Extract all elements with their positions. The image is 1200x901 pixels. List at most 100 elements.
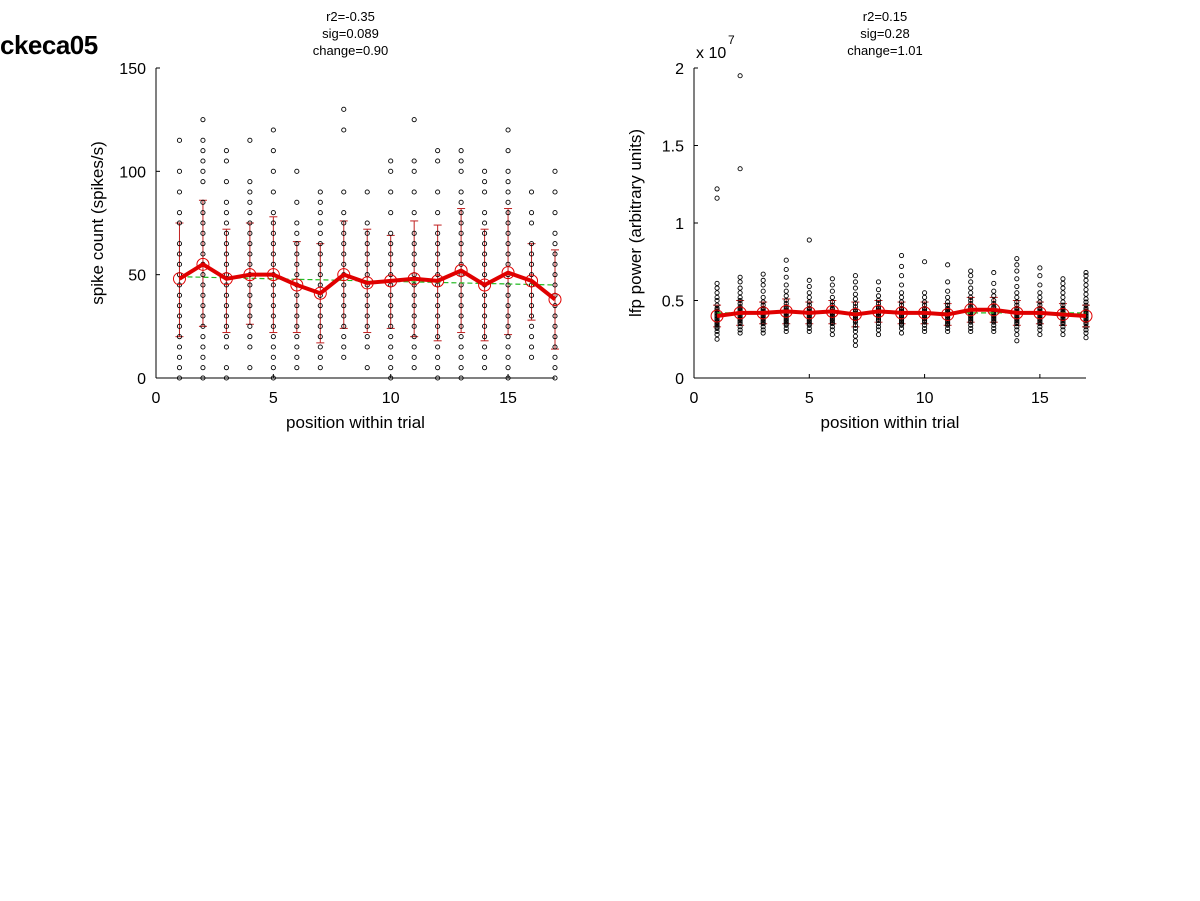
data-point	[223, 199, 229, 205]
x-tick-label: 5	[805, 390, 814, 407]
data-point	[783, 288, 789, 294]
data-point	[1060, 280, 1066, 287]
data-point	[482, 323, 488, 329]
data-point	[388, 241, 394, 247]
data-point	[317, 261, 323, 267]
data-point	[737, 330, 743, 336]
data-point	[898, 330, 905, 336]
data-point	[247, 210, 253, 216]
data-point	[482, 292, 488, 298]
data-point	[505, 241, 511, 247]
data-point	[852, 325, 858, 331]
data-point	[783, 282, 789, 288]
mean-marker	[431, 274, 445, 288]
data-point	[200, 303, 206, 309]
data-point	[270, 220, 276, 226]
data-point	[411, 261, 417, 267]
data-point	[435, 334, 441, 340]
data-point	[200, 292, 206, 298]
data-point	[341, 106, 347, 112]
data-point	[852, 328, 858, 335]
data-point	[552, 210, 558, 216]
data-point	[317, 334, 323, 340]
mean-marker	[1010, 306, 1024, 320]
data-point	[270, 313, 276, 319]
data-point	[898, 290, 905, 296]
data-point	[760, 288, 766, 294]
data-point	[411, 334, 417, 340]
mean-marker	[337, 268, 351, 282]
data-point	[223, 344, 229, 350]
data-point	[991, 301, 997, 307]
data-point	[737, 285, 743, 291]
data-point	[1014, 276, 1020, 282]
data-point	[783, 293, 789, 299]
data-point	[852, 307, 858, 313]
data-point	[270, 292, 276, 298]
mean-marker	[243, 268, 257, 282]
mean-marker	[779, 304, 793, 318]
data-point	[528, 261, 535, 267]
data-point	[247, 261, 253, 267]
data-point	[1060, 285, 1066, 291]
data-point	[875, 327, 882, 333]
data-point	[1083, 291, 1089, 297]
data-point	[458, 241, 464, 247]
mean-marker	[360, 276, 374, 290]
data-point	[435, 354, 441, 360]
data-point	[270, 168, 276, 174]
data-point	[552, 354, 558, 360]
data-point	[737, 297, 743, 304]
data-point	[176, 137, 183, 143]
x-tick-label: 0	[152, 390, 161, 407]
data-point	[411, 354, 417, 360]
data-point	[411, 292, 417, 298]
data-point	[1083, 282, 1089, 288]
data-point	[1083, 302, 1089, 308]
data-point	[435, 323, 441, 329]
data-point	[482, 179, 488, 185]
data-point	[829, 302, 835, 308]
data-point	[991, 325, 997, 331]
data-point	[294, 199, 300, 205]
data-point	[552, 365, 558, 371]
data-point	[968, 279, 974, 285]
data-point	[341, 210, 347, 216]
data-point	[294, 241, 300, 247]
data-point	[829, 288, 835, 294]
data-point	[482, 344, 488, 350]
data-point	[270, 251, 276, 257]
data-point	[528, 323, 535, 329]
data-point	[270, 344, 276, 350]
data-point	[737, 294, 743, 300]
data-point	[458, 334, 464, 340]
data-point	[505, 210, 511, 216]
data-point	[176, 282, 183, 288]
data-point	[294, 220, 300, 226]
data-point	[1037, 327, 1043, 333]
data-point	[388, 292, 394, 298]
data-point	[505, 251, 511, 257]
data-point	[922, 328, 928, 335]
data-point	[200, 199, 206, 205]
data-point	[552, 241, 558, 247]
data-point	[552, 261, 558, 267]
data-point	[760, 282, 766, 288]
mean-marker	[1033, 306, 1047, 320]
data-point	[482, 168, 488, 174]
data-point	[1083, 277, 1089, 283]
data-point	[737, 319, 743, 325]
data-point	[714, 336, 720, 342]
data-point	[223, 282, 229, 288]
data-point	[247, 137, 253, 143]
data-point	[1014, 319, 1020, 325]
data-point	[945, 302, 951, 308]
mean-marker	[172, 272, 186, 286]
data-point	[270, 148, 276, 154]
data-point	[714, 280, 720, 287]
y-tick-label: 0.5	[662, 294, 684, 311]
data-point	[458, 189, 464, 195]
data-point	[388, 272, 394, 278]
mean-marker	[196, 257, 210, 271]
data-point	[968, 311, 974, 318]
